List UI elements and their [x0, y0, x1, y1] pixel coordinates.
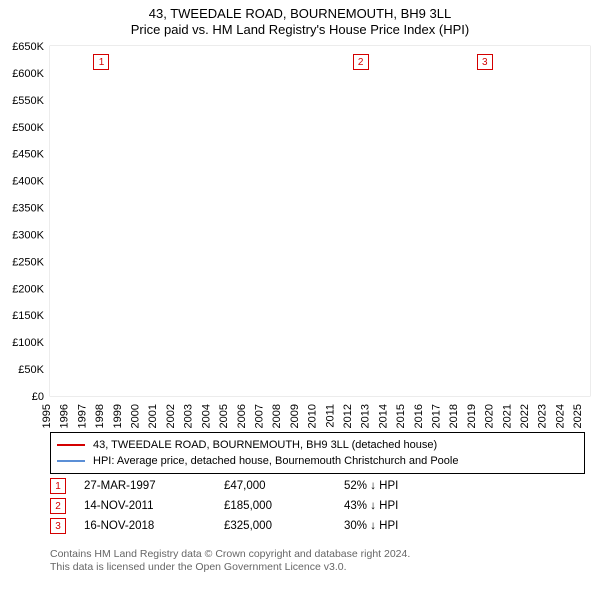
y-tick-label: £650K: [12, 41, 44, 53]
legend-label: 43, TWEEDALE ROAD, BOURNEMOUTH, BH9 3LL …: [93, 439, 437, 451]
x-tick-label: 2019: [466, 404, 478, 428]
x-tick-label: 2014: [377, 404, 389, 428]
legend-item: HPI: Average price, detached house, Bour…: [57, 453, 578, 469]
x-tick-label: 2005: [218, 404, 230, 428]
x-tick-label: 2012: [342, 404, 354, 428]
event-price: £185,000: [224, 500, 344, 512]
x-tick-label: 2018: [448, 404, 460, 428]
event-date: 16-NOV-2018: [84, 520, 224, 532]
x-tick-label: 1995: [41, 404, 53, 428]
y-tick-label: £500K: [12, 122, 44, 134]
y-tick-label: £100K: [12, 337, 44, 349]
y-tick-label: £350K: [12, 203, 44, 215]
x-tick-label: 2022: [519, 404, 531, 428]
event-diff: 52% ↓ HPI: [344, 480, 398, 492]
title-line2: Price paid vs. HM Land Registry's House …: [0, 22, 600, 37]
y-tick-label: £400K: [12, 176, 44, 188]
x-tick-label: 1997: [76, 404, 88, 428]
x-tick-label: 2025: [572, 404, 584, 428]
x-tick-label: 2000: [130, 404, 142, 428]
legend-swatch: [57, 460, 85, 462]
event-row: 2 14-NOV-2011£185,00043% ↓ HPI: [50, 496, 585, 516]
y-tick-label: £50K: [18, 364, 44, 376]
legend-item: 43, TWEEDALE ROAD, BOURNEMOUTH, BH9 3LL …: [57, 437, 578, 453]
event-price: £325,000: [224, 520, 344, 532]
footnote: Contains HM Land Registry data © Crown c…: [50, 548, 585, 574]
event-row: 3 16-NOV-2018£325,00030% ↓ HPI: [50, 516, 585, 536]
x-tick-label: 2006: [236, 404, 248, 428]
footnote-line1: Contains HM Land Registry data © Crown c…: [50, 548, 585, 561]
y-tick-label: £250K: [12, 256, 44, 268]
x-tick-label: 2004: [200, 404, 212, 428]
x-tick-label: 2015: [395, 404, 407, 428]
x-tick-label: 2008: [271, 404, 283, 428]
footnote-line2: This data is licensed under the Open Gov…: [50, 561, 585, 574]
event-date: 14-NOV-2011: [84, 500, 224, 512]
event-date: 27-MAR-1997: [84, 480, 224, 492]
sale-events: 1 27-MAR-1997£47,00052% ↓ HPI 2 14-NOV-2011…: [50, 476, 585, 536]
y-tick-label: £450K: [12, 149, 44, 161]
y-tick-label: £0: [32, 391, 44, 403]
event-price: £47,000: [224, 480, 344, 492]
x-tick-label: 2013: [360, 404, 372, 428]
y-tick-label: £550K: [12, 95, 44, 107]
x-tick-label: 2021: [501, 404, 513, 428]
x-tick-label: 1999: [112, 404, 124, 428]
event-diff: 43% ↓ HPI: [344, 500, 398, 512]
x-tick-label: 2010: [307, 404, 319, 428]
y-tick-label: £200K: [12, 283, 44, 295]
title-line1: 43, TWEEDALE ROAD, BOURNEMOUTH, BH9 3LL: [0, 6, 600, 21]
x-tick-label: 2003: [183, 404, 195, 428]
y-tick-label: £600K: [12, 68, 44, 80]
event-row: 1 27-MAR-1997£47,00052% ↓ HPI: [50, 476, 585, 496]
x-tick-label: 2023: [537, 404, 549, 428]
sale-marker-label: 2: [353, 54, 369, 70]
x-tick-label: 2007: [253, 404, 265, 428]
legend-swatch: [57, 444, 85, 446]
event-number: 3: [50, 518, 66, 534]
x-tick-label: 2002: [165, 404, 177, 428]
x-tick-label: 2020: [484, 404, 496, 428]
event-number: 2: [50, 498, 66, 514]
x-tick-label: 2024: [554, 404, 566, 428]
sale-marker-label: 1: [93, 54, 109, 70]
chart: £0£50K£100K£150K£200K£250K£300K£350K£400…: [50, 46, 590, 396]
x-tick-label: 2001: [147, 404, 159, 428]
y-tick-label: £150K: [12, 310, 44, 322]
x-tick-label: 1998: [94, 404, 106, 428]
event-diff: 30% ↓ HPI: [344, 520, 398, 532]
x-tick-label: 1996: [59, 404, 71, 428]
sale-marker-label: 3: [477, 54, 493, 70]
x-tick-label: 2011: [324, 404, 336, 428]
event-number: 1: [50, 478, 66, 494]
x-tick-label: 2016: [413, 404, 425, 428]
legend: 43, TWEEDALE ROAD, BOURNEMOUTH, BH9 3LL …: [50, 432, 585, 474]
x-tick-label: 2017: [431, 404, 443, 428]
y-tick-label: £300K: [12, 229, 44, 241]
x-tick-label: 2009: [289, 404, 301, 428]
legend-label: HPI: Average price, detached house, Bour…: [93, 455, 458, 467]
